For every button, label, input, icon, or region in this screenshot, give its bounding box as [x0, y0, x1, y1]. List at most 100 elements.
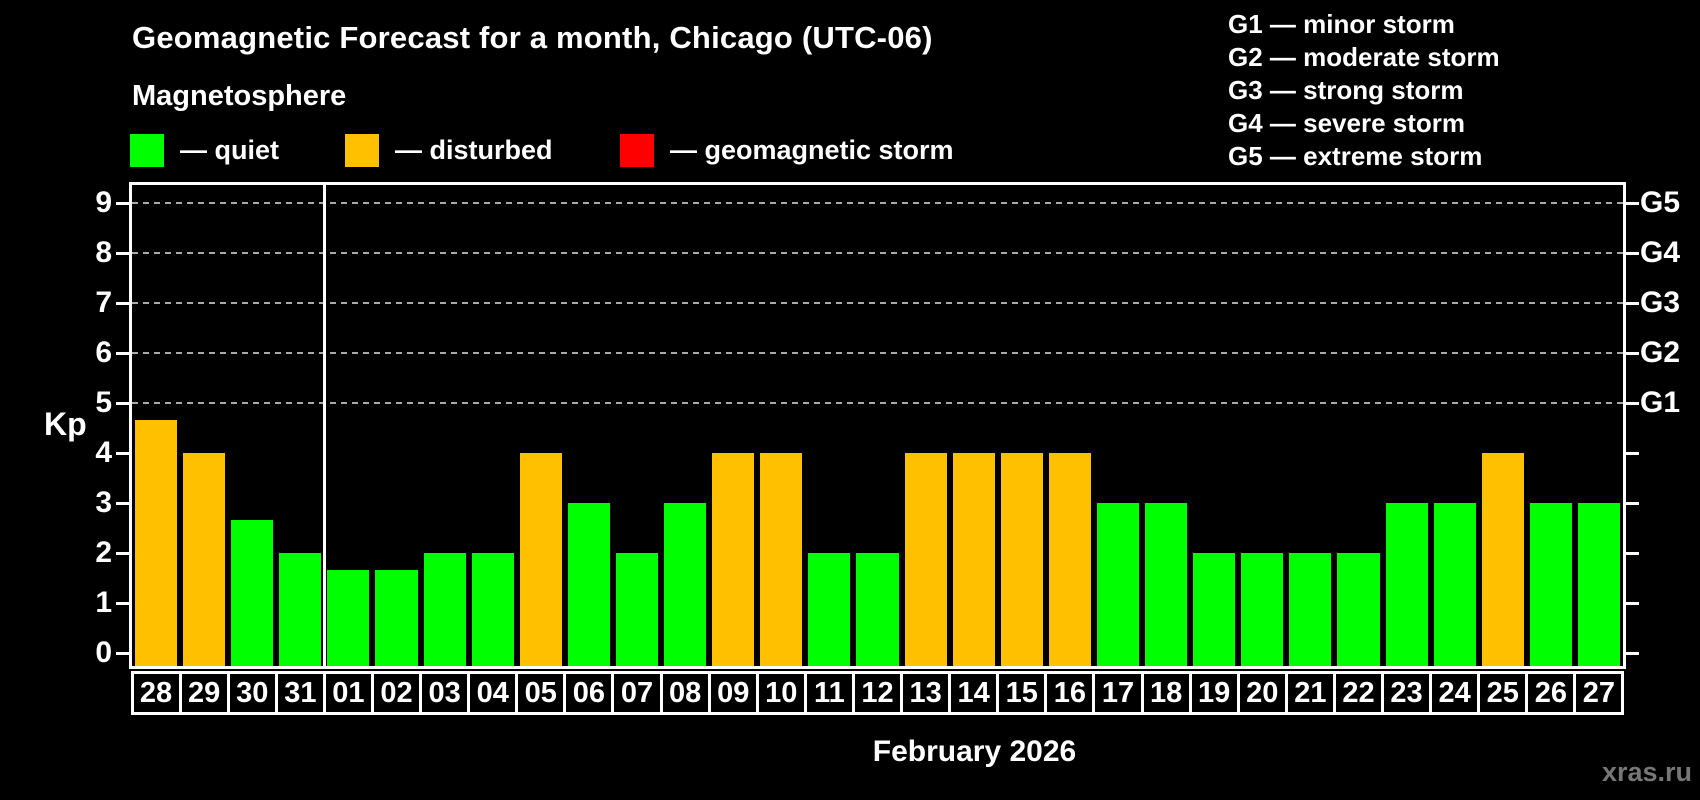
- month-label: February 2026: [872, 735, 1077, 768]
- kp-bar-day-19: [1193, 553, 1236, 666]
- right-axis-label-g2: G2: [1640, 336, 1681, 369]
- storm-scale-line-g2: G2 — moderate storm: [1228, 42, 1500, 72]
- kp-bar-day-24: [1433, 503, 1476, 666]
- y-axis-label-8: 8: [95, 236, 112, 269]
- month-divider-line: [322, 185, 326, 666]
- date-cell-19: 19: [1188, 671, 1240, 715]
- date-cell-15: 15: [996, 671, 1048, 715]
- storm-scale-line-g5: G5 — extreme storm: [1228, 141, 1483, 171]
- kp-bar-day-11: [808, 553, 851, 666]
- date-cell-30: 30: [226, 671, 278, 715]
- y-axis-label-1: 1: [95, 586, 112, 619]
- kp-bar-day-15: [1000, 453, 1043, 666]
- kp-bar-day-08: [664, 503, 707, 666]
- storm-scale-line-g3: G3 — strong storm: [1228, 75, 1464, 105]
- date-cell-17: 17: [1092, 671, 1144, 715]
- date-cell-10: 10: [755, 671, 807, 715]
- legend-swatch-quiet: [130, 133, 164, 167]
- date-cell-31: 31: [274, 671, 326, 715]
- right-tick-kp-8: [1626, 252, 1639, 255]
- date-cell-25: 25: [1477, 671, 1529, 715]
- y-axis-label-9: 9: [95, 186, 112, 219]
- date-cell-08: 08: [659, 671, 711, 715]
- date-cell-13: 13: [900, 671, 952, 715]
- magnetosphere-label: Magnetosphere: [132, 80, 347, 112]
- storm-scale-legend: G1 — minor storm G2 — moderate storm G3 — …: [1228, 8, 1500, 173]
- y-axis-label-4: 4: [95, 436, 112, 469]
- kp-bar-day-10: [760, 453, 803, 666]
- gridline-kp-9: [132, 202, 1623, 204]
- kp-bar-day-14: [952, 453, 995, 666]
- kp-bar-day-07: [615, 553, 659, 666]
- date-axis-row: 28 29 30 31 01 02 03 04 05 06 07 08 09 10 11 12 13 14 15 16…: [130, 671, 1625, 715]
- date-cell-04: 04: [467, 671, 519, 715]
- date-cell-11: 11: [803, 671, 855, 715]
- right-axis-label-g3: G3: [1640, 286, 1681, 319]
- plot-area: 0 1 2 3 4 5 6 7 8 9 G1 G2 G3 G4 G5: [95, 182, 1680, 669]
- kp-bar-day-16: [1048, 453, 1091, 666]
- date-cell-16: 16: [1044, 671, 1096, 715]
- legend-swatch-geomagnetic-storm: [620, 133, 654, 167]
- left-tick-kp-1: [116, 602, 129, 605]
- date-cell-09: 09: [707, 671, 759, 715]
- gridline-kp-5: [132, 402, 1623, 404]
- date-cell-26: 26: [1525, 671, 1577, 715]
- left-tick-kp-2: [116, 552, 129, 555]
- legend-item-geomagnetic-storm: — geomagnetic storm: [620, 133, 954, 167]
- gridline-kp-8: [132, 252, 1623, 254]
- kp-bar-day-02: [375, 569, 418, 666]
- kp-axis-title: Kp: [44, 406, 87, 442]
- right-axis-label-g1: G1: [1640, 386, 1681, 419]
- date-cell-28: 28: [130, 671, 182, 715]
- left-tick-kp-4: [116, 452, 129, 455]
- right-axis-label-g4: G4: [1640, 236, 1681, 269]
- date-cell-20: 20: [1236, 671, 1288, 715]
- right-tick-kp-4: [1626, 452, 1639, 455]
- date-cell-12: 12: [851, 671, 904, 715]
- right-tick-kp-6: [1626, 352, 1639, 355]
- kp-bar-day-23: [1385, 503, 1428, 666]
- kp-bar-day-13: [904, 453, 947, 666]
- storm-scale-line-g4: G4 — severe storm: [1228, 108, 1466, 138]
- kp-bar-day-28: [135, 419, 178, 666]
- legend-label: — quiet: [180, 134, 279, 165]
- left-tick-kp-9: [116, 202, 129, 205]
- date-cell-22: 22: [1332, 671, 1384, 715]
- kp-bar-day-30: [231, 519, 274, 666]
- date-cell-27: 27: [1573, 671, 1625, 715]
- right-tick-kp-7: [1626, 302, 1639, 305]
- date-cell-06: 06: [563, 671, 615, 715]
- kp-bar-day-01: [327, 569, 370, 666]
- left-tick-kp-6: [116, 352, 129, 355]
- watermark: xras.ru: [1601, 757, 1692, 787]
- date-cell-29: 29: [178, 671, 230, 715]
- right-tick-kp-1: [1626, 602, 1639, 605]
- right-tick-kp-0: [1626, 652, 1639, 655]
- right-tick-kp-9: [1626, 202, 1639, 205]
- gridline-kp-6: [132, 352, 1623, 354]
- legend-label: — geomagnetic storm: [670, 134, 954, 165]
- y-axis-label-3: 3: [95, 486, 112, 519]
- right-tick-kp-5: [1626, 402, 1639, 405]
- left-tick-kp-8: [116, 252, 129, 255]
- left-tick-kp-0: [116, 652, 129, 655]
- legend-label: — disturbed: [395, 134, 553, 165]
- date-cell-02: 02: [370, 671, 423, 715]
- date-cell-07: 07: [611, 671, 663, 715]
- date-cell-05: 05: [515, 671, 567, 715]
- left-tick-kp-3: [116, 502, 129, 505]
- right-axis-label-g5: G5: [1640, 186, 1681, 219]
- date-cell-18: 18: [1140, 671, 1192, 715]
- legend-item-disturbed: — disturbed: [345, 133, 553, 167]
- kp-bar-day-21: [1289, 553, 1332, 666]
- kp-bar-day-12: [856, 553, 899, 666]
- kp-bar-day-31: [279, 553, 322, 666]
- legend-swatch-disturbed: [345, 133, 379, 167]
- left-tick-kp-5: [116, 402, 129, 405]
- storm-scale-line-g1: G1 — minor storm: [1228, 9, 1455, 39]
- date-cell-01: 01: [322, 671, 374, 715]
- kp-bar-day-04: [471, 553, 514, 666]
- gridline-kp-7: [132, 302, 1623, 304]
- kp-bar-day-27: [1577, 503, 1620, 666]
- kp-bar-day-20: [1241, 553, 1284, 666]
